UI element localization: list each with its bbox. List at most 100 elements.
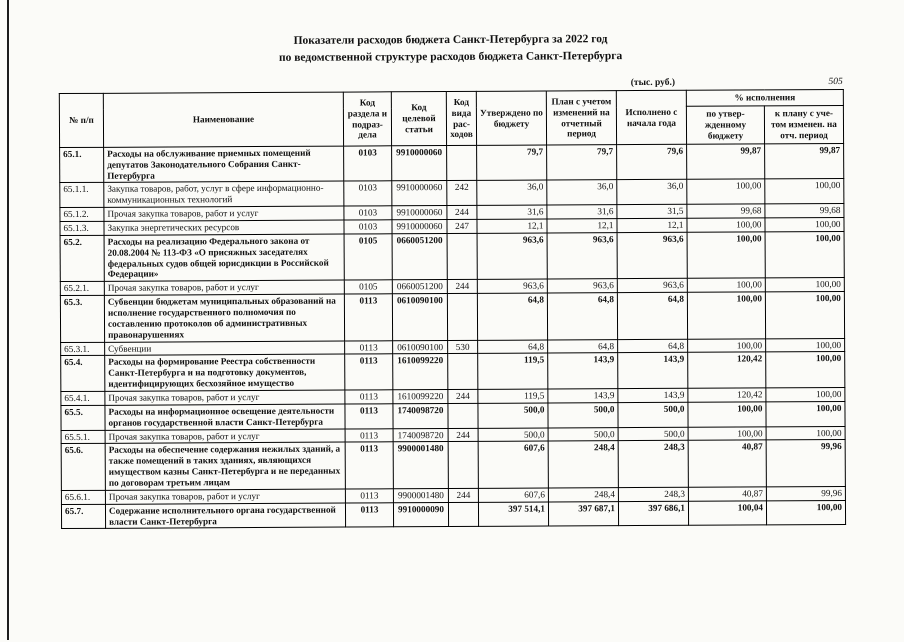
cell-code_target: 9900001480	[393, 488, 449, 503]
header-percent-plan: к плану с уче- том изменен. на отч. пери…	[764, 105, 844, 144]
cell-pct_approved: 40,87	[688, 440, 767, 488]
cell-code_type: 244	[447, 389, 478, 404]
cell-executed: 248,3	[618, 487, 689, 502]
cell-code_section: 0113	[345, 442, 394, 489]
cell-name: Расходы на формирование Реестра собствен…	[104, 354, 345, 392]
table-body: 65.1. Расходы на обслуживание приемных по…	[59, 143, 846, 529]
cell-code_section: 0113	[345, 428, 394, 443]
cell-plan: 248,4	[548, 441, 619, 488]
cell-code_type	[447, 353, 478, 390]
table-row: 65.6. Расходы на обеспечение содержания н…	[61, 439, 846, 491]
cell-plan: 64,8	[547, 292, 618, 340]
cell-approved: 79,7	[476, 144, 547, 181]
cell-executed: 12,1	[616, 218, 688, 233]
header-percent-approved: по утвер- жденному бюджету	[686, 106, 765, 145]
cell-approved: 64,8	[477, 339, 548, 354]
cell-code_type	[448, 502, 479, 527]
cell-code_type	[448, 441, 479, 489]
table-row: 65.3. Субвенции бюджетам муниципальных об…	[60, 291, 845, 343]
cell-num: 65.5.	[60, 405, 106, 431]
cell-plan: 12,1	[546, 218, 618, 233]
header-num: № п/п	[59, 93, 104, 148]
cell-approved: 119,5	[477, 388, 548, 404]
cell-pct_approved: 99,87	[686, 143, 765, 180]
cell-plan: 963,6	[547, 278, 618, 294]
cell-code_type: 242	[446, 180, 477, 206]
cell-plan: 143,9	[547, 353, 618, 389]
cell-num: 65.7.	[61, 504, 106, 529]
cell-pct_plan: 100,00	[765, 387, 845, 402]
cell-pct_plan: 100,00	[764, 217, 845, 232]
cell-num: 65.4.1.	[60, 391, 105, 406]
cell-name: Расходы на обеспечение содержания нежилы…	[105, 442, 346, 491]
cell-name: Прочая закупка товаров, работ и услуг	[104, 390, 345, 406]
cell-num: 65.4.	[60, 355, 105, 392]
cell-pct_approved: 100,00	[688, 426, 767, 441]
cell-executed: 248,3	[618, 440, 689, 488]
header-plan: План с учетом изменений на отчетный пери…	[546, 90, 617, 145]
cell-plan: 143,9	[547, 388, 618, 403]
title-line-2: по ведомственной структуре расходов бюдж…	[278, 49, 623, 64]
cell-pct_approved: 100,00	[687, 338, 766, 353]
cell-code_target: 9900001480	[393, 441, 449, 489]
cell-pct_plan: 100,00	[765, 337, 845, 353]
header-executed: Исполнено с начала года	[616, 90, 687, 145]
cell-code_section: 0103	[343, 205, 392, 221]
cell-code_section: 0103	[343, 181, 392, 207]
cell-num: 65.3.	[60, 295, 105, 343]
cell-name: Прочая закупка товаров, работ и услуг	[105, 428, 346, 444]
header-code-section: Код раздела и подраз- дела	[343, 92, 392, 146]
cell-executed: 36,0	[616, 179, 687, 205]
table-row: 65.2. Расходы на реализацию Федерального …	[60, 231, 845, 282]
cell-code_type: 244	[446, 205, 477, 220]
cell-pct_plan: 100,00	[766, 425, 846, 441]
cell-plan: 500,0	[548, 427, 619, 442]
cell-name: Закупка энергетических ресурсов	[103, 220, 345, 236]
cell-executed: 143,9	[617, 352, 688, 389]
cell-pct_approved: 120,42	[687, 387, 766, 403]
cell-pct_approved: 100,00	[687, 231, 766, 279]
cell-num: 65.1.1.	[59, 182, 104, 208]
cell-name: Закупка товаров, работ, услуг в сфере ин…	[103, 181, 344, 208]
cell-code_type: 247	[446, 219, 478, 234]
cell-code_target: 9910000060	[391, 205, 447, 220]
cell-pct_plan: 99,68	[764, 203, 844, 218]
cell-pct_approved: 100,00	[686, 217, 766, 233]
cell-code_type	[447, 293, 478, 341]
table-header: № п/п Наименование Код раздела и подраз-…	[59, 89, 844, 148]
cell-executed: 143,9	[617, 388, 688, 403]
table-row: 65.7. Содержание исполнительного органа г…	[61, 500, 846, 529]
cell-code_section: 0103	[343, 219, 393, 234]
header-code-type: Код вида рас- ходов	[446, 91, 477, 146]
expenditure-table: № п/п Наименование Код раздела и подраз-…	[59, 89, 846, 529]
cell-approved: 963,6	[477, 279, 548, 294]
cell-code_type: 244	[448, 488, 479, 503]
cell-num: 65.6.	[61, 443, 106, 491]
cell-code_section: 0113	[344, 403, 394, 429]
cell-pct_plan: 99,96	[766, 439, 846, 487]
cell-plan: 500,0	[547, 402, 619, 428]
meta-row: (тыс. руб.) 505	[59, 73, 843, 91]
cell-num: 65.1.2.	[59, 207, 104, 222]
cell-code_type	[446, 145, 477, 181]
cell-code_section: 0113	[344, 354, 393, 391]
table-row: 65.1. Расходы на обслуживание приемных по…	[59, 143, 844, 183]
cell-code_target: 9910000060	[391, 145, 447, 182]
cell-name: Содержание исполнительного органа госуда…	[105, 502, 346, 529]
cell-pct_plan: 100,00	[765, 351, 845, 388]
header-code-target: Код целевой статьи	[391, 91, 447, 146]
cell-pct_plan: 100,00	[765, 291, 845, 339]
cell-approved: 64,8	[477, 293, 548, 340]
cell-pct_approved: 100,00	[687, 291, 766, 339]
cell-approved: 119,5	[477, 353, 548, 390]
cell-pct_approved: 40,87	[688, 486, 767, 501]
header-name: Наименование	[103, 92, 344, 148]
cell-plan: 963,6	[547, 232, 618, 280]
cell-code_target: 1610099220	[392, 389, 448, 404]
cell-pct_approved: 99,68	[686, 203, 765, 219]
cell-approved: 607,6	[478, 441, 549, 489]
cell-pct_approved: 120,42	[687, 352, 766, 389]
document-title-block: Показатели расходов бюджета Санкт-Петерб…	[0, 0, 903, 68]
cell-pct_plan: 100,00	[765, 277, 845, 292]
